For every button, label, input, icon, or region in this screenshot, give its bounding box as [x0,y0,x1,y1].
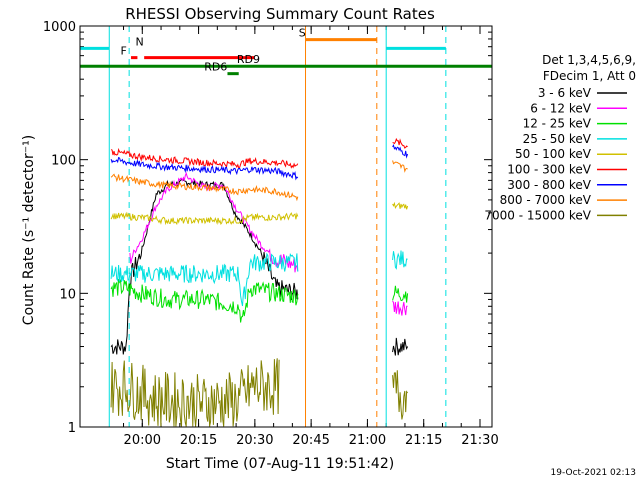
x-tick-label: 20:00 [124,433,161,448]
flag-label: RD9 [237,53,260,66]
series-line [110,173,299,202]
legend-label: 800 - 7000 keV [500,193,592,207]
series-line [110,211,299,226]
legend-header: Det 1,3,4,5,6,9, [542,53,636,67]
series-line [392,143,409,159]
footer-date: 19-Oct-2021 02:13 [551,468,636,478]
series-line [110,278,299,323]
x-tick-label: 20:30 [236,433,273,448]
y-tick-label: 10 [59,287,76,302]
x-axis-label: Start Time (07-Aug-11 19:51:42) [166,456,394,472]
legend-label: 300 - 800 keV [507,178,591,192]
series-line [110,358,280,427]
flag-label: S [299,27,306,40]
series-line [110,252,299,307]
legend-label: 100 - 300 keV [507,163,591,177]
x-tick-label: 21:30 [461,433,498,448]
flag-label: RD6 [204,61,227,74]
series-line [392,300,408,316]
series-line [392,370,408,420]
legend-label: 3 - 6 keV [538,86,592,100]
y-tick-label: 100 [51,154,76,169]
legend-label: 25 - 50 keV [523,132,592,146]
series-line [110,156,299,181]
legend-label: 7000 - 15000 keV [484,208,591,222]
series-line [392,201,409,210]
x-tick-label: 20:45 [292,433,329,448]
legend-label: 50 - 100 keV [515,147,592,161]
y-tick-label: 1000 [43,20,76,35]
series-line [392,160,408,173]
series-line [392,137,408,149]
x-tick-label: 20:15 [180,433,217,448]
x-tick-label: 21:00 [349,433,386,448]
flag-label: N [136,35,144,48]
series-line [392,250,408,270]
series-line [392,337,409,356]
plot-frame [79,25,493,428]
legend-label: 12 - 25 keV [523,117,592,131]
flag-label: F [121,45,127,58]
series-line [392,285,409,303]
legend-header: FDecim 1, Att 0 [543,69,636,83]
y-tick-label: 1 [68,421,76,436]
y-axis-label: Count Rate (s⁻¹ detector⁻¹) [21,135,37,325]
x-tick-label: 21:15 [405,433,442,448]
chart-title: RHESSI Observing Summary Count Rates [125,5,435,23]
series-line [110,147,299,169]
legend-label: 6 - 12 keV [530,101,592,115]
